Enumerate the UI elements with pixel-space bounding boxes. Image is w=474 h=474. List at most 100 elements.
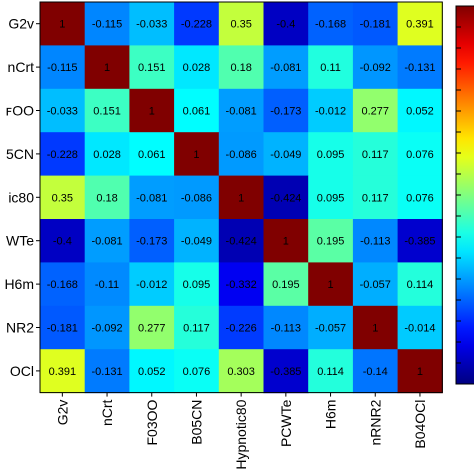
heatmap-cell xyxy=(397,2,443,46)
cell-value-label: 0.277 xyxy=(138,323,166,335)
cell-value-label: 0.061 xyxy=(183,106,211,118)
column-tick-label: PCWTe xyxy=(278,399,294,447)
heatmap-cell xyxy=(263,305,309,350)
colorbar xyxy=(455,5,474,385)
heatmap-cell xyxy=(84,219,130,263)
cell-value-label: 1 xyxy=(149,106,155,118)
cell-value-label: 0.076 xyxy=(406,192,434,204)
cell-value-label: 0.028 xyxy=(183,62,211,74)
heatmap-cell xyxy=(174,88,220,133)
heatmap-cell xyxy=(174,349,220,394)
column-tick-label: nCrt xyxy=(99,399,115,426)
heatmap-cell xyxy=(218,305,265,350)
cell-value-label: 0.052 xyxy=(138,366,166,378)
heatmap-cell xyxy=(352,2,399,46)
cell-value-label: -0.115 xyxy=(92,19,122,31)
heatmap-cell xyxy=(397,175,443,220)
heatmap-cell xyxy=(40,262,86,307)
cell-value-label: 0.114 xyxy=(317,366,344,378)
heatmap-cell xyxy=(263,2,309,46)
cell-value-label: -0.057 xyxy=(315,323,346,335)
heatmap-cell xyxy=(218,88,265,133)
cell-value-label: 0.151 xyxy=(138,62,166,74)
heatmap-cell xyxy=(308,219,354,263)
cell-value-label: -0.081 xyxy=(226,106,257,118)
heatmap-cell xyxy=(397,45,443,90)
column-tick-label: F03OO xyxy=(144,399,160,445)
heatmap-cell xyxy=(84,175,130,220)
heatmap-cell xyxy=(352,349,399,394)
heatmap-cell xyxy=(174,219,220,263)
cell-value-label: 1 xyxy=(283,236,289,248)
heatmap-cell xyxy=(397,262,443,307)
heatmap-cell xyxy=(218,2,265,46)
cell-value-label: 0.391 xyxy=(406,19,434,31)
cell-value-label: -0.049 xyxy=(270,149,301,161)
cell-value-label: 0.061 xyxy=(138,149,166,161)
heatmap-cell xyxy=(84,45,130,90)
heatmap-cell xyxy=(40,2,86,46)
cell-value-label: 0.117 xyxy=(183,323,210,335)
row-tick-label: ꜰOO xyxy=(5,103,34,119)
cell-value-label: 0.117 xyxy=(362,149,389,161)
heatmap-cell xyxy=(308,132,354,177)
heatmap-cell xyxy=(218,45,265,90)
cell-value-label: -0.173 xyxy=(270,106,301,118)
heatmap-cell xyxy=(218,349,265,394)
heatmap-cell xyxy=(263,175,309,220)
heatmap-cell xyxy=(263,132,309,177)
cell-value-label: -0.131 xyxy=(91,366,122,378)
row-tick-label: 5CN xyxy=(6,146,34,162)
cell-value-label: -0.385 xyxy=(404,236,435,248)
heatmap-cell xyxy=(174,45,220,90)
row-tick-label: NR2 xyxy=(6,320,34,336)
cell-value-label: -0.081 xyxy=(270,62,301,74)
cell-value-label: 0.151 xyxy=(93,106,121,118)
cell-value-label: -0.181 xyxy=(47,323,78,335)
cell-value-label: -0.113 xyxy=(271,323,301,335)
cell-value-label: -0.092 xyxy=(360,62,391,74)
cell-value-label: 0.195 xyxy=(317,236,345,248)
row-labels: G2v nCrt ꜰOO 5CN ic80 WTe H6m NR2 OCl xyxy=(4,16,40,379)
heatmap-cell xyxy=(352,45,399,90)
cell-value-label: -0.228 xyxy=(181,19,212,31)
heatmap-cell xyxy=(263,219,309,263)
heatmap-cell xyxy=(40,45,86,90)
heatmap-cell xyxy=(263,349,309,394)
cell-value-label: 1 xyxy=(417,366,423,378)
heatmap-cell xyxy=(308,305,354,350)
heatmap-cells: 1 -0.115 -0.033 -0.228 0.35 -0.4 -0.168 -0.181 0… xyxy=(39,1,443,394)
heatmap-cell xyxy=(174,262,220,307)
cell-value-label: 0.391 xyxy=(49,366,77,378)
column-tick-label: G2v xyxy=(54,400,70,426)
cell-value-label: -0.385 xyxy=(270,366,301,378)
cell-value-label: 0.095 xyxy=(317,192,345,204)
heatmap-cell xyxy=(263,88,309,133)
cell-value-label: -0.115 xyxy=(47,62,77,74)
heatmap-cell xyxy=(218,132,265,177)
column-tick-label: H6m xyxy=(323,400,339,430)
heatmap-cell xyxy=(129,88,175,133)
cell-value-label: 0.35 xyxy=(230,19,251,31)
cell-value-label: 0.35 xyxy=(52,192,73,204)
cell-value-label: -0.086 xyxy=(226,149,257,161)
heatmap-cell xyxy=(352,175,399,220)
cell-value-label: 0.114 xyxy=(407,279,434,291)
cell-value-label: 0.117 xyxy=(362,192,389,204)
heatmap-cell xyxy=(84,262,130,307)
heatmap-cell xyxy=(397,88,443,133)
heatmap-cell xyxy=(129,349,175,394)
cell-value-label: 0.028 xyxy=(93,149,121,161)
heatmap-cell xyxy=(218,262,265,307)
cell-value-label: -0.033 xyxy=(47,106,78,118)
cell-value-label: 1 xyxy=(193,149,199,161)
heatmap-cell xyxy=(174,2,220,46)
row-tick-label: ic80 xyxy=(8,189,34,205)
column-tick-label: B04OCl xyxy=(412,400,428,449)
heatmap-cell xyxy=(308,175,354,220)
heatmap-cell xyxy=(84,88,130,133)
cell-value-label: -0.4 xyxy=(53,236,72,248)
heatmap-cell xyxy=(174,175,220,220)
cell-value-label: -0.014 xyxy=(404,323,435,335)
